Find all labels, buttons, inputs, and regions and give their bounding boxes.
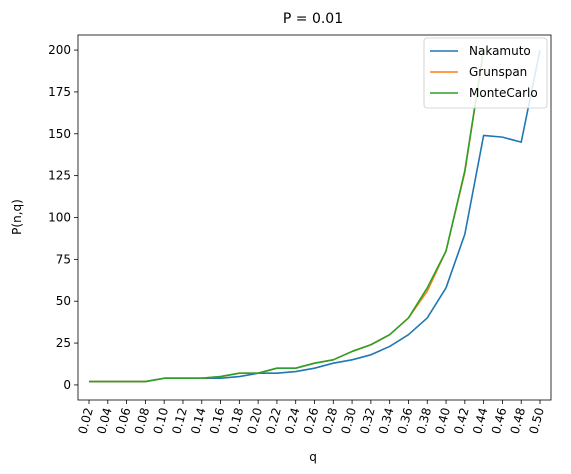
chart-title: P = 0.01 — [283, 11, 343, 27]
y-tick-label: 100 — [48, 211, 71, 225]
y-tick-label: 0 — [63, 378, 71, 392]
y-tick-label: 200 — [48, 43, 71, 57]
x-axis-label: q — [309, 450, 317, 464]
y-tick-label: 50 — [56, 294, 71, 308]
y-axis-label: P(n,q) — [10, 199, 24, 235]
legend-label-nakamuto: Nakamuto — [469, 44, 531, 58]
y-tick-label: 75 — [56, 252, 71, 266]
y-tick-label: 150 — [48, 127, 71, 141]
legend: Nakamuto Grunspan MonteCarlo — [424, 38, 547, 108]
legend-label-grunspan: Grunspan — [469, 65, 527, 79]
legend-label-montecarlo: MonteCarlo — [469, 86, 538, 100]
y-tick-label: 25 — [56, 336, 71, 350]
y-tick-label: 175 — [48, 85, 71, 99]
y-tick-label: 125 — [48, 169, 71, 183]
